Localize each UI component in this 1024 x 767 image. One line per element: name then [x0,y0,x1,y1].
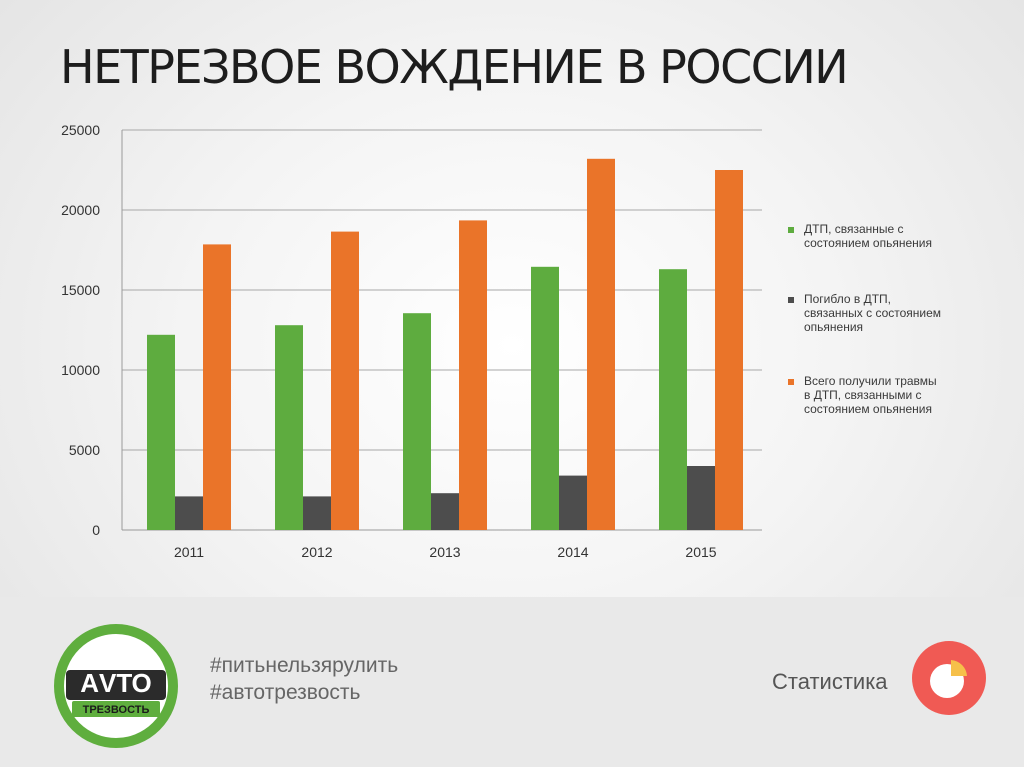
bar-2015-series-1 [687,466,715,530]
x-axis-labels: 2011 2012 2013 2014 2015 [174,544,717,560]
chart-bars [147,158,743,531]
y-axis: 0 5000 10000 15000 20000 25000 [61,122,123,538]
bar-2015-series-0 [659,269,687,530]
legend-label: Всего получили травмы [804,374,937,388]
x-tick-label: 2011 [174,544,204,560]
legend-label: опьянения [804,320,864,334]
page-title: НЕТРЕЗВОЕ ВОЖДЕНИЕ В РОССИИ [60,40,849,94]
hashtag-primary: #питьнельзярулить [210,654,399,677]
x-tick-label: 2012 [301,544,332,560]
legend-swatch-orange [788,379,794,385]
pie-chart-icon [912,641,986,715]
legend-item-injuries: Всего получили травмы в ДТП, связанными … [788,374,988,416]
legend-item-deaths: Погибло в ДТП, связанных с состоянием оп… [788,292,988,334]
legend-label: ДТП, связанные с [804,222,904,236]
hashtags: #питьнельзярулить #автотрезвость [210,652,398,706]
x-tick-label: 2015 [685,544,716,560]
bar-2011-series-0 [147,334,175,530]
bar-2013-series-1 [431,493,459,530]
bar-2014-series-1 [559,475,587,530]
chart-legend: ДТП, связанные с состоянием опьянения По… [788,222,988,416]
legend-item-dtp: ДТП, связанные с состоянием опьянения [788,222,988,250]
bar-2012-series-2 [331,231,359,530]
legend-label: состоянием опьянения [804,236,932,250]
legend-label: состоянием опьянения [804,402,932,416]
legend-swatch-green [788,227,794,233]
x-tick-label: 2013 [429,544,460,560]
x-tick-label: 2014 [557,544,588,560]
y-tick-label: 10000 [61,362,100,378]
hashtag-secondary: #автотрезвость [210,681,361,704]
legend-label: Погибло в ДТП, [804,292,891,306]
bar-2011-series-2 [203,244,231,530]
y-tick-label: 5000 [69,442,100,458]
y-tick-label: 15000 [61,282,100,298]
legend-label: связанных с состоянием [804,306,942,320]
y-tick-label: 0 [92,522,100,538]
bar-2015-series-2 [715,170,743,530]
bar-2012-series-0 [275,325,303,530]
y-tick-label: 25000 [61,122,100,138]
bar-2013-series-0 [403,313,431,530]
bar-2014-series-2 [587,158,615,531]
bar-2012-series-1 [303,496,331,530]
bar-2013-series-2 [459,220,487,530]
statistics-label: Статистика [772,669,888,694]
legend-label: в ДТП, связанными с [804,388,922,402]
bar-2014-series-0 [531,266,559,530]
legend-swatch-dark [788,297,794,303]
logo-text-main: АVТО [80,668,152,698]
autotrezvost-logo: АVТО ТРЕЗВОСТЬ [54,624,178,748]
bar-2011-series-1 [175,496,203,530]
y-tick-label: 20000 [61,202,100,218]
logo-text-sub: ТРЕЗВОСТЬ [83,704,150,716]
